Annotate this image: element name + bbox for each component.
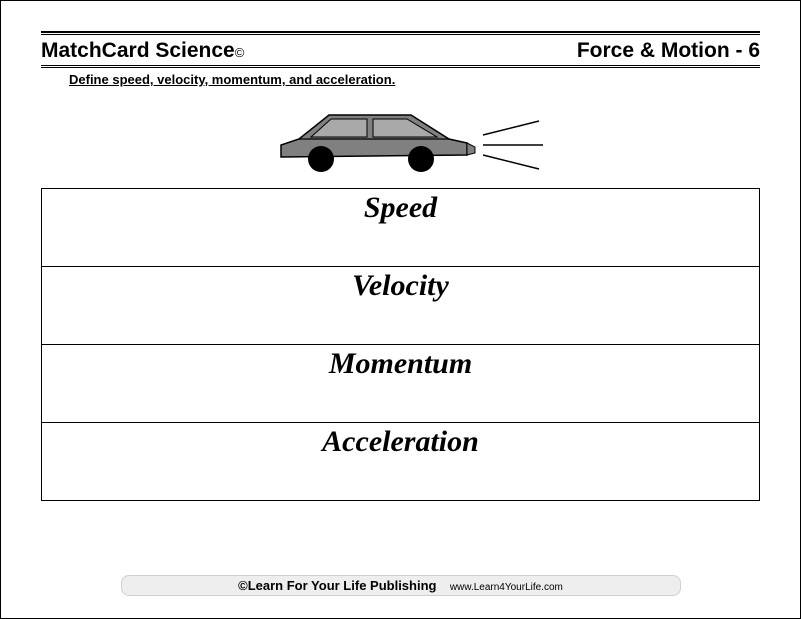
footer-url: www.Learn4YourLife.com [450,582,563,593]
term-label: Velocity [352,269,449,302]
car-nose [467,143,475,155]
term-label: Acceleration [322,425,479,458]
table-row: Acceleration [42,423,760,501]
table-row: Momentum [42,345,760,423]
motion-line-3 [483,155,539,169]
instruction-text: Define speed, velocity, momentum, and ac… [41,68,760,87]
footer: ©Learn For Your Life Publishing www.Lear… [121,575,681,596]
car-illustration [41,99,760,184]
term-cell-speed: Speed [42,189,760,267]
header: MatchCard Science© Force & Motion - 6 [41,37,760,65]
car-wheel-rear [308,146,334,172]
term-label: Speed [364,191,437,224]
term-cell-momentum: Momentum [42,345,760,423]
table-row: Velocity [42,267,760,345]
term-cell-velocity: Velocity [42,267,760,345]
topic-title: Force & Motion - 6 [577,39,760,63]
top-rule [41,31,760,35]
car-wheel-front [408,146,434,172]
copyright-mark: © [235,45,245,60]
brand-title: MatchCard Science© [41,39,244,63]
term-label: Momentum [329,347,472,380]
terms-table: Speed Velocity Momentum Acceleration [41,188,760,501]
motion-line-1 [483,121,539,135]
term-cell-acceleration: Acceleration [42,423,760,501]
brand-text: MatchCard Science [41,39,235,62]
table-row: Speed [42,189,760,267]
car-svg [251,99,551,179]
footer-publisher: ©Learn For Your Life Publishing [238,578,436,593]
